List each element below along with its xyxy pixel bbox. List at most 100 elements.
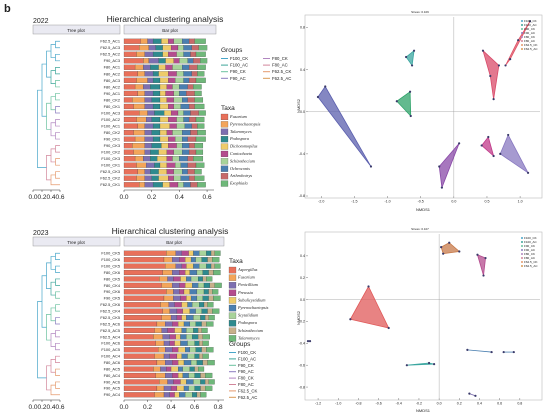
- bar-segment: [200, 58, 208, 64]
- bar-segment: [165, 263, 176, 269]
- bar-segment: [148, 45, 156, 51]
- bar-segment: [201, 308, 208, 314]
- bar-segment: [205, 385, 213, 391]
- legend-swatch: [220, 165, 229, 172]
- x-tick-label: -1.0: [335, 402, 341, 406]
- group-hull: [499, 133, 529, 174]
- bar-segment: [188, 116, 197, 123]
- bar-segment: [170, 110, 179, 116]
- bar-segment: [173, 97, 183, 103]
- sample-point: [502, 350, 505, 354]
- bar-segment: [196, 295, 203, 301]
- bar-segment: [173, 295, 181, 301]
- bar-segment: [123, 182, 140, 188]
- bar-segment: [181, 353, 188, 359]
- sample-point: [324, 85, 327, 88]
- bar-segment: [166, 129, 173, 136]
- tick-label: 0.0: [119, 404, 128, 411]
- bar-segment: [205, 379, 209, 385]
- x-tick-label: 0.0: [437, 402, 442, 406]
- legend-marker: [521, 237, 523, 239]
- bar-segment: [162, 51, 169, 57]
- dendrogram-branch: [50, 307, 56, 322]
- bar-segment: [182, 143, 190, 149]
- bar-segment: [186, 315, 194, 321]
- bar-segment: [158, 64, 166, 70]
- bar-segment: [188, 372, 195, 379]
- tick-label: 0.2: [143, 404, 152, 411]
- legend-marker: [521, 48, 523, 50]
- legend-label: F62.5_AC: [238, 395, 257, 400]
- bar-segment: [195, 116, 205, 123]
- bar-segment: [196, 289, 205, 295]
- dendrogram-branch: [55, 368, 60, 376]
- legend-label: F80_AC: [524, 256, 536, 260]
- bar-segment: [154, 110, 165, 116]
- sample-label: F62.5_AC3: [100, 45, 120, 50]
- bar-segment: [123, 315, 162, 321]
- bar-segment: [190, 129, 198, 136]
- sample-point: [405, 55, 408, 59]
- sample-point: [405, 364, 408, 367]
- bar-segment: [161, 282, 173, 288]
- sample-point: [468, 392, 471, 395]
- bar-segment: [202, 334, 210, 340]
- sample-point: [474, 394, 477, 397]
- bar-segment: [180, 162, 188, 168]
- legend-label: Fusarium: [237, 275, 255, 280]
- bar-segment: [123, 156, 136, 162]
- legend-marker: [521, 20, 523, 22]
- bar-segment: [134, 156, 144, 162]
- bar-segment: [181, 327, 187, 333]
- bar-segment: [136, 175, 145, 181]
- bar-segment: [147, 77, 154, 83]
- bar-segment: [166, 84, 173, 90]
- bar-segment: [185, 282, 193, 288]
- bar-segment: [178, 321, 185, 327]
- bar-segment: [197, 64, 206, 70]
- legend-swatch: [228, 320, 237, 327]
- bar-segment: [165, 58, 174, 64]
- tick-label: 0.8: [214, 404, 223, 411]
- bar-segment: [172, 269, 180, 276]
- bar-segment: [206, 263, 212, 269]
- y-tick-label: 0.0: [300, 298, 305, 302]
- bar-segment: [184, 123, 192, 129]
- sample-label: F90_AC4: [104, 392, 121, 397]
- bar-segment: [198, 282, 205, 288]
- legend-label: F80_CK: [524, 252, 535, 256]
- bar-segment: [172, 372, 179, 379]
- bar-segment: [151, 97, 161, 103]
- bar-segment: [188, 385, 195, 391]
- bar-segment: [196, 269, 203, 276]
- tick-label: 0.4: [46, 194, 55, 201]
- bar-segment: [123, 302, 161, 308]
- bar-segment: [123, 340, 156, 346]
- sample-point: [395, 100, 398, 103]
- sample-point: [517, 39, 520, 42]
- bar-segment: [123, 123, 138, 129]
- sample-point: [489, 74, 492, 78]
- bar-segment: [167, 327, 175, 333]
- bar-segment: [180, 276, 187, 282]
- bar-segment: [123, 64, 136, 70]
- sample-point: [507, 133, 510, 137]
- bar-segment: [214, 282, 222, 288]
- bar-segment: [168, 38, 174, 44]
- sample-point: [316, 95, 320, 99]
- dendrogram-branch: [55, 40, 60, 49]
- legend-label: F80_CK: [524, 35, 535, 39]
- legend-label: F90_AC: [524, 248, 536, 252]
- legend-label: Arthrobotrys: [229, 173, 252, 178]
- bar-segment: [152, 123, 161, 129]
- bar-segment: [190, 257, 196, 263]
- bar-segment: [207, 302, 214, 308]
- bar-segment: [206, 347, 214, 353]
- bar-segment: [188, 64, 198, 70]
- legend-label: Ochroconis: [230, 166, 250, 171]
- dendrogram-branch: [37, 89, 47, 168]
- nmds-stress: Stress: 0.109: [411, 10, 429, 14]
- legend-label: F90_AC: [238, 369, 254, 374]
- bar-segment: [144, 103, 154, 110]
- dendrogram-branch: [55, 342, 60, 351]
